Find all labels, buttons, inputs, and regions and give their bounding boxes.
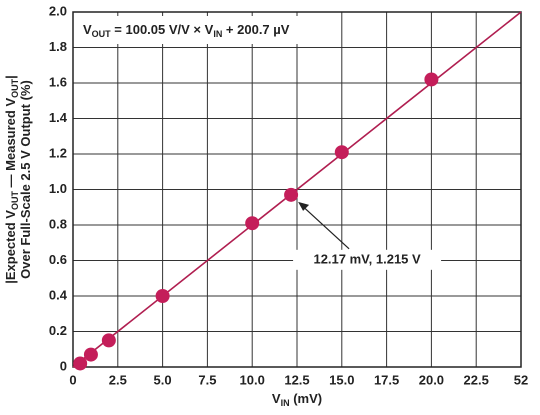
y-axis-label-part: — Measured V bbox=[3, 98, 18, 192]
y-axis-label-part: |Expected V bbox=[3, 210, 18, 284]
equation-part: V bbox=[83, 22, 92, 37]
data-point bbox=[334, 145, 349, 160]
y-tick-label: 0.4 bbox=[49, 287, 68, 302]
data-point bbox=[73, 356, 88, 371]
y-tick-label: 0.6 bbox=[49, 252, 67, 267]
data-point bbox=[101, 333, 116, 348]
equation-part: = 100.05 V/V × V bbox=[111, 22, 214, 37]
x-axis-label-part: IN bbox=[281, 398, 290, 408]
x-tick-label: 0 bbox=[69, 372, 76, 387]
y-tick-label: 0.8 bbox=[49, 216, 67, 231]
x-tick-label: 10.0 bbox=[240, 372, 265, 387]
annotation-arrow bbox=[300, 204, 350, 250]
equation-part: IN bbox=[213, 29, 222, 39]
equation: VOUT = 100.05 V/V × VIN + 200.7 µV bbox=[83, 22, 290, 39]
x-tick-label: 20.0 bbox=[419, 372, 444, 387]
x-tick-label: 2.5 bbox=[109, 372, 127, 387]
x-tick-label: 7.5 bbox=[198, 372, 216, 387]
x-tick-label: 22.5 bbox=[464, 372, 489, 387]
arrow-head bbox=[298, 201, 310, 211]
y-tick-label: 1.4 bbox=[49, 110, 68, 125]
data-point bbox=[155, 289, 170, 303]
equation-part: OUT bbox=[92, 29, 112, 39]
annotation: 12.17 mV, 1.215 V bbox=[313, 251, 421, 266]
data-point bbox=[424, 72, 439, 87]
data-point bbox=[245, 216, 260, 231]
y-axis-label-part: | bbox=[3, 75, 18, 79]
y-axis-label-part: OUT bbox=[10, 191, 20, 211]
x-tick-label: 15.0 bbox=[329, 372, 354, 387]
data-point bbox=[83, 347, 98, 362]
x-axis-label: VIN (mV) bbox=[272, 391, 322, 408]
y-tick-label: 0.2 bbox=[49, 323, 67, 338]
equation-box bbox=[76, 16, 332, 44]
annotation-bg bbox=[293, 249, 442, 270]
y-axis-label: |Expected VOUT — Measured VOUT| bbox=[3, 75, 20, 284]
y-tick-label: 2.0 bbox=[49, 3, 67, 18]
x-tick-label: 12.5 bbox=[284, 372, 309, 387]
y-axis-label-part: OUT bbox=[10, 78, 20, 98]
y-tick-label: 1.0 bbox=[49, 181, 67, 196]
fit-line bbox=[72, 11, 522, 368]
plot-frame bbox=[72, 11, 522, 368]
x-tick-label: 5.0 bbox=[154, 372, 172, 387]
data-point bbox=[284, 187, 299, 202]
y-tick-label: 1.6 bbox=[49, 74, 67, 89]
x-tick-label: 17.5 bbox=[374, 372, 399, 387]
x-tick-label: 52 bbox=[514, 372, 528, 387]
x-axis-label-part: V bbox=[272, 391, 281, 406]
y-tick-label: 1.2 bbox=[49, 145, 67, 160]
y-tick-label: 0 bbox=[60, 358, 67, 373]
x-axis-label-part: (mV) bbox=[290, 391, 323, 406]
y-tick-label: 1.8 bbox=[49, 39, 67, 54]
equation-part: + 200.7 µV bbox=[222, 22, 289, 37]
y-axis-label-part: Over Full-Scale 2.5 V Output (%) bbox=[18, 80, 33, 279]
y-axis-label: Over Full-Scale 2.5 V Output (%) bbox=[18, 80, 33, 279]
